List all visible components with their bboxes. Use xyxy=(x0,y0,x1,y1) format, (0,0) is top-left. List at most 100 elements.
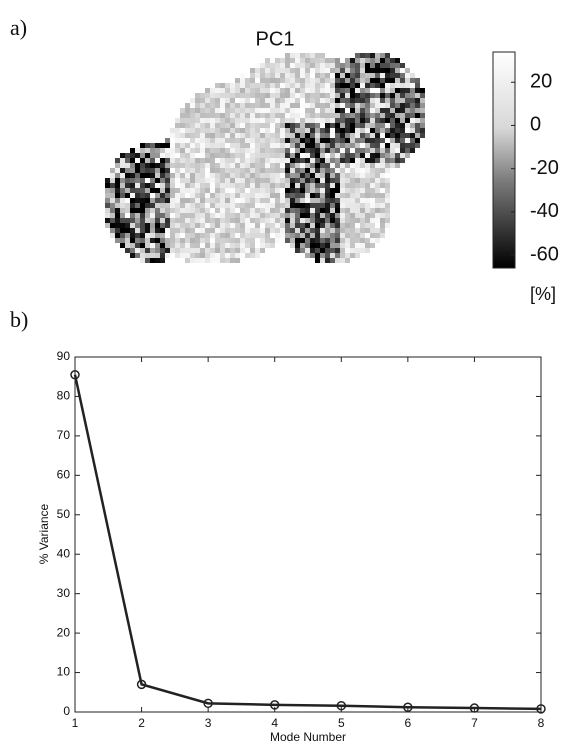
map-pixel xyxy=(225,138,230,143)
map-pixel xyxy=(315,208,320,213)
map-pixel xyxy=(185,233,190,238)
map-pixel xyxy=(260,93,265,98)
map-pixel xyxy=(140,143,145,148)
map-pixel xyxy=(215,188,220,193)
map-pixel xyxy=(250,68,255,73)
map-pixel xyxy=(385,123,390,128)
map-pixel xyxy=(335,103,340,108)
map-pixel xyxy=(350,223,355,228)
map-pixel xyxy=(355,73,360,78)
map-pixel xyxy=(190,108,195,113)
map-pixel xyxy=(285,173,290,178)
map-pixel xyxy=(360,73,365,78)
map-pixel xyxy=(170,148,175,153)
map-pixel xyxy=(340,168,345,173)
map-pixel xyxy=(205,128,210,133)
map-pixel xyxy=(200,98,205,103)
map-pixel xyxy=(185,223,190,228)
map-pixel xyxy=(320,83,325,88)
map-pixel xyxy=(195,193,200,198)
map-pixel xyxy=(290,58,295,63)
map-pixel xyxy=(290,98,295,103)
map-pixel xyxy=(190,163,195,168)
map-pixel xyxy=(265,243,270,248)
map-pixel xyxy=(155,163,160,168)
map-pixel xyxy=(390,63,395,68)
map-pixel xyxy=(220,93,225,98)
map-pixel xyxy=(305,108,310,113)
map-pixel xyxy=(225,88,230,93)
map-pixel xyxy=(325,218,330,223)
map-pixel xyxy=(130,248,135,253)
map-pixel xyxy=(265,123,270,128)
map-pixel xyxy=(415,78,420,83)
map-pixel xyxy=(265,198,270,203)
map-pixel xyxy=(290,83,295,88)
map-pixel xyxy=(400,133,405,138)
map-pixel xyxy=(370,203,375,208)
map-pixel xyxy=(185,253,190,258)
map-pixel xyxy=(285,133,290,138)
map-pixel xyxy=(205,188,210,193)
map-pixel xyxy=(200,168,205,173)
map-pixel xyxy=(380,203,385,208)
map-pixel xyxy=(375,93,380,98)
map-pixel xyxy=(225,163,230,168)
map-pixel xyxy=(260,183,265,188)
map-pixel xyxy=(330,113,335,118)
map-pixel xyxy=(240,243,245,248)
map-pixel xyxy=(200,258,205,263)
map-pixel xyxy=(250,253,255,258)
map-pixel xyxy=(370,208,375,213)
map-pixel xyxy=(170,208,175,213)
map-pixel xyxy=(280,78,285,83)
map-pixel xyxy=(150,228,155,233)
map-pixel xyxy=(115,233,120,238)
map-pixel xyxy=(275,218,280,223)
map-pixel xyxy=(370,138,375,143)
map-pixel xyxy=(245,163,250,168)
map-pixel xyxy=(260,158,265,163)
map-pixel xyxy=(265,213,270,218)
map-pixel xyxy=(210,93,215,98)
map-pixel xyxy=(360,163,365,168)
map-pixel xyxy=(345,223,350,228)
map-pixel xyxy=(175,178,180,183)
map-pixel xyxy=(235,83,240,88)
map-pixel xyxy=(300,133,305,138)
map-pixel xyxy=(320,123,325,128)
map-pixel xyxy=(355,103,360,108)
map-pixel xyxy=(380,53,385,58)
map-pixel xyxy=(245,203,250,208)
map-pixel xyxy=(280,193,285,198)
map-pixel xyxy=(375,63,380,68)
map-pixel xyxy=(225,183,230,188)
map-pixel xyxy=(285,203,290,208)
map-pixel xyxy=(370,243,375,248)
map-pixel xyxy=(315,218,320,223)
map-pixel xyxy=(350,178,355,183)
map-pixel xyxy=(400,148,405,153)
map-pixel xyxy=(285,103,290,108)
map-pixel xyxy=(200,138,205,143)
map-pixel xyxy=(375,128,380,133)
map-pixel xyxy=(345,158,350,163)
map-pixel xyxy=(330,173,335,178)
map-pixel xyxy=(350,218,355,223)
map-pixel xyxy=(345,98,350,103)
map-pixel xyxy=(240,203,245,208)
colorbar-tick-label: -20 xyxy=(530,157,559,179)
map-pixel xyxy=(195,218,200,223)
map-pixel xyxy=(320,88,325,93)
map-pixel xyxy=(255,238,260,243)
map-pixel xyxy=(285,113,290,118)
map-pixel xyxy=(300,118,305,123)
map-pixel xyxy=(330,203,335,208)
map-pixel xyxy=(375,168,380,173)
map-pixel xyxy=(265,218,270,223)
map-pixel xyxy=(355,248,360,253)
map-pixel xyxy=(370,153,375,158)
map-pixel xyxy=(405,73,410,78)
map-pixel xyxy=(210,143,215,148)
map-pixel xyxy=(200,193,205,198)
